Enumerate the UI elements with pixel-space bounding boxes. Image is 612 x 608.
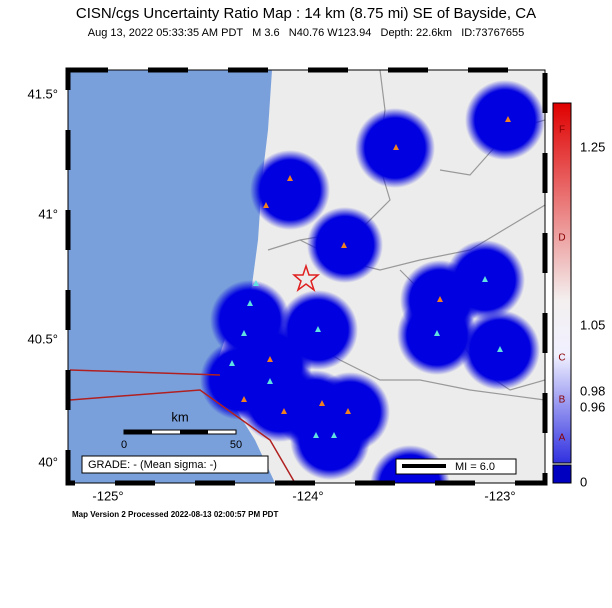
lat-label: 40°	[38, 454, 58, 469]
epicenter	[291, 263, 321, 293]
colorbar-tick: 0.98	[580, 383, 605, 398]
station-coverage	[200, 80, 545, 483]
subtitle: Aug 13, 2022 05:33:35 AM PDT M 3.6 N40.7…	[88, 27, 524, 39]
scale-unit: km	[171, 409, 188, 424]
grade-letter: A	[559, 433, 566, 444]
legend-text: MI = 6.0	[455, 461, 495, 473]
grade-letter: B	[559, 395, 566, 406]
grade-letter: F	[559, 125, 565, 136]
title: CISN/cgs Uncertainty Ratio Map : 14 km (…	[76, 5, 536, 22]
footer: Map Version 2 Processed 2022-08-13 02:00…	[72, 510, 278, 519]
frame-line	[67, 69, 546, 484]
map	[68, 70, 545, 483]
scale-tick: 0	[121, 439, 127, 451]
faults	[69, 369, 296, 483]
colorbar: 1.25 1.05 0.98 0.96 0 F D C B A	[552, 102, 605, 489]
legend-box	[395, 458, 517, 475]
lon-label: -124°	[292, 488, 323, 503]
grade-text: GRADE: - (Mean sigma: -)	[88, 459, 217, 471]
lat-label: 40.5°	[27, 331, 58, 346]
lon-label: -123°	[484, 488, 515, 503]
colorbar-tick: 1.25	[580, 139, 605, 154]
grade-letter: D	[558, 233, 565, 244]
lat-label: 41.5°	[27, 86, 58, 101]
grade-box	[81, 455, 269, 474]
scale-tick: 50	[230, 439, 242, 451]
colorbar-tick: 0	[580, 474, 587, 489]
lat-label: 41°	[38, 206, 58, 221]
lon-label: -125°	[92, 488, 123, 503]
colorbar-tick: 1.05	[580, 317, 605, 332]
colorbar-tick: 0.96	[580, 399, 605, 414]
grade-letter: C	[558, 353, 565, 364]
scale-bar: km 0 50	[121, 409, 242, 450]
